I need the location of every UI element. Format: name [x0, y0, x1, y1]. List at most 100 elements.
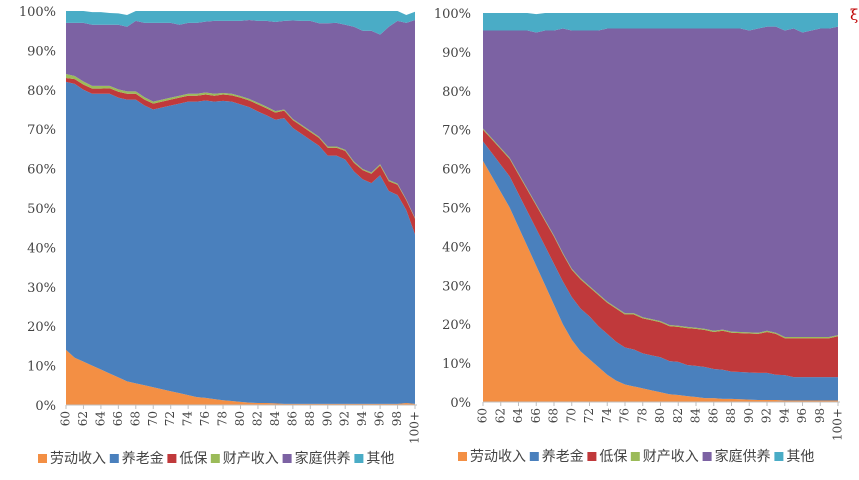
legend-swatch-family	[702, 452, 712, 461]
area-labor	[66, 349, 415, 405]
x-tick-label: 90	[742, 408, 756, 423]
x-tick-label: 70	[146, 411, 160, 426]
y-tick-label: 80%	[27, 84, 56, 99]
area-pension	[483, 141, 838, 401]
y-tick-label: 20%	[442, 318, 471, 333]
area-other	[483, 13, 838, 33]
x-tick-label: 96	[795, 408, 809, 423]
legend-swatch-dibao	[587, 452, 597, 461]
x-tick-label: 80	[653, 408, 667, 423]
legend-swatch-family	[282, 454, 292, 463]
y-tick-label: 100%	[19, 5, 56, 20]
x-tick-label: 64	[93, 411, 107, 427]
y-tick-label: 10%	[27, 360, 56, 375]
legend: 劳动收入 养老金 低保 财产收入 家庭供养 其他	[458, 448, 814, 465]
y-tick-label: 70%	[27, 123, 56, 138]
x-tick-label: 94	[355, 411, 369, 427]
legend-swatch-property	[630, 452, 640, 461]
legend-label-family: 家庭供养	[715, 448, 771, 465]
y-tick-label: 40%	[442, 240, 471, 255]
x-tick-label: 88	[303, 411, 317, 426]
x-tick-label: 98	[813, 408, 827, 423]
x-tick-label: 84	[689, 408, 703, 424]
legend-swatch-pension	[109, 454, 119, 463]
x-tick-label: 100+	[831, 408, 845, 441]
legend-swatch-pension	[529, 452, 539, 461]
legend-swatch-labor	[458, 452, 467, 461]
y-tick-label: 0%	[450, 396, 471, 411]
x-tick-label: 94	[777, 408, 791, 424]
x-tick-label: 72	[582, 408, 596, 423]
y-tick-label: 50%	[27, 202, 56, 217]
x-tick-label: 80	[233, 411, 247, 426]
y-tick-label: 0%	[35, 399, 56, 414]
x-tick-label: 82	[250, 411, 264, 426]
y-tick-label: 50%	[442, 202, 471, 217]
x-tick-label: 92	[338, 411, 352, 426]
x-tick-label: 60	[59, 411, 73, 426]
x-tick-label: 82	[671, 408, 685, 423]
x-tick-label: 66	[529, 408, 543, 423]
x-tick-label: 68	[128, 411, 142, 426]
legend-swatch-other	[354, 454, 364, 463]
x-tick-label: 62	[493, 408, 507, 423]
y-tick-label: 70%	[442, 124, 471, 139]
y-tick-label: 30%	[27, 281, 56, 296]
x-tick-label: 76	[198, 411, 212, 426]
area-pension	[66, 81, 415, 404]
chart-2: 0% 10% 20% 30% 40% 50% 60% 70% 80% 90% 100% 60 62 64 6…	[434, 7, 845, 465]
y-tick-label: 100%	[434, 7, 471, 22]
y-tick-label: 60%	[442, 163, 471, 178]
legend-label-property: 财产收入	[223, 451, 279, 467]
x-tick-label: 74	[600, 408, 614, 424]
legend-label-labor: 劳动收入	[50, 451, 106, 467]
area-dibao	[66, 77, 415, 235]
x-tick-label: 84	[268, 411, 282, 427]
area-property	[66, 74, 415, 219]
legend-label-pension: 养老金	[542, 449, 584, 465]
y-tick-label: 10%	[442, 357, 471, 372]
legend-label-family: 家庭供养	[295, 450, 351, 467]
x-tick-label: 86	[706, 408, 720, 423]
x-tick-label: 78	[216, 411, 230, 426]
x-tick-label: 98	[390, 411, 404, 426]
area-labor	[483, 160, 838, 402]
legend-label-other: 其他	[366, 451, 394, 467]
y-tick-label: 30%	[442, 279, 471, 294]
x-tick-label: 96	[373, 411, 387, 426]
legend-label-pension: 养老金	[122, 451, 164, 467]
legend-label-labor: 劳动收入	[470, 449, 526, 465]
x-tick-label: 70	[564, 408, 578, 423]
legend-label-dibao: 低保	[599, 449, 627, 465]
y-tick-label: 80%	[442, 85, 471, 100]
x-tick-label: 86	[285, 411, 299, 426]
area-dibao	[483, 129, 838, 378]
legend-label-other: 其他	[786, 449, 814, 465]
legend-label-property: 财产收入	[643, 449, 699, 465]
y-tick-label: 90%	[442, 46, 471, 61]
x-tick-label: 66	[111, 411, 125, 426]
x-tick-label: 92	[760, 408, 774, 423]
x-tick-label: 68	[547, 408, 561, 423]
y-tick-label: 40%	[27, 241, 56, 256]
x-tick-label: 72	[163, 411, 177, 426]
legend-swatch-labor	[38, 454, 47, 463]
legend-swatch-property	[210, 454, 220, 463]
legend-swatch-dibao	[167, 454, 177, 463]
x-tick-label: 62	[76, 411, 90, 426]
x-tick-label: 76	[618, 408, 632, 423]
legend-swatch-other	[774, 452, 784, 461]
y-tick-label: 20%	[27, 320, 56, 335]
x-tick-label: 60	[476, 408, 490, 423]
chart-1: 0% 10% 20% 30% 40% 50% 60% 70% 80% 90% 100% 60 62 64 6…	[19, 5, 422, 467]
x-tick-label: 90	[320, 411, 334, 426]
x-tick-label: 100+	[408, 411, 422, 444]
area-other	[66, 11, 415, 35]
x-tick-label: 74	[181, 411, 195, 427]
y-tick-label: 90%	[27, 44, 56, 59]
area-family	[483, 26, 838, 338]
area-family	[66, 20, 415, 218]
x-tick-label: 78	[635, 408, 649, 423]
corner-mark: ξ	[850, 6, 859, 24]
